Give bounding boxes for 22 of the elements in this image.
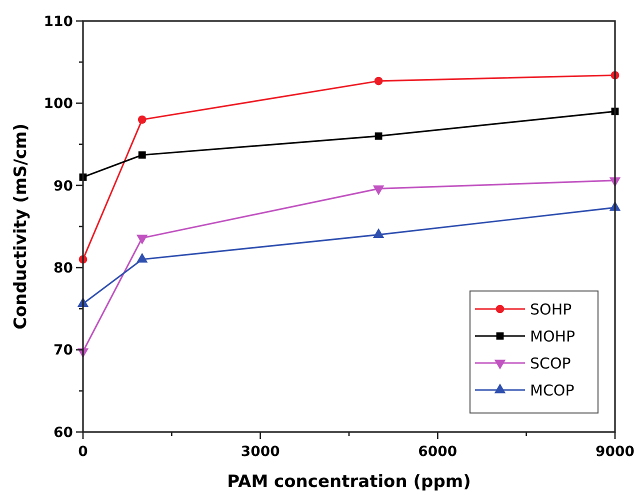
- x-tick-label: 3000: [240, 444, 280, 460]
- y-tick-label: 80: [54, 260, 74, 276]
- x-tick-label: 6000: [418, 444, 458, 460]
- point: [374, 132, 382, 140]
- point: [374, 76, 383, 86]
- legend-label: SOHP: [530, 300, 572, 318]
- legend-label: MCOP: [530, 381, 574, 400]
- x-tick-label: 9000: [596, 444, 635, 460]
- legend-label: MOHP: [530, 327, 576, 346]
- x-tick-label: 0: [78, 444, 88, 460]
- point: [138, 115, 146, 124]
- point: [136, 252, 148, 263]
- y-axis-title: Conductivity (mS/cm): [11, 123, 31, 330]
- y-tick-label: 100: [44, 96, 74, 112]
- x-axis-title: PAM concentration (ppm): [227, 472, 471, 492]
- y-tick-label: 110: [44, 14, 74, 30]
- point: [372, 228, 384, 238]
- y-tick-label: 70: [54, 342, 74, 359]
- y-tick-label: 60: [54, 424, 74, 441]
- y-tick-label: 90: [54, 178, 74, 194]
- point: [138, 151, 146, 159]
- legend-label: SCOP: [530, 354, 571, 372]
